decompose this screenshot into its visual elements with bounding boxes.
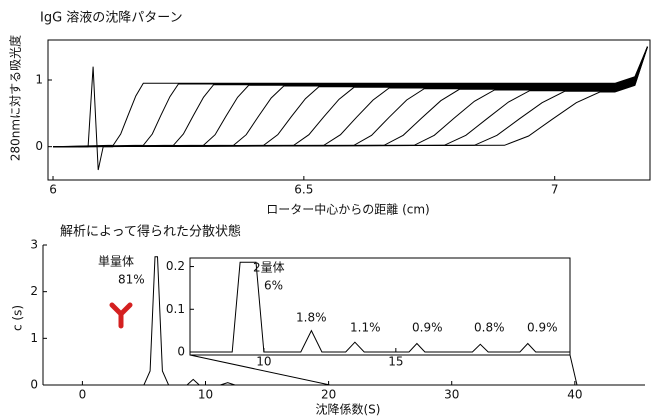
x-tick-label: 40 — [567, 388, 582, 402]
plot-area — [52, 46, 648, 171]
plot-area — [190, 261, 570, 353]
data-line — [52, 46, 648, 148]
data-line — [52, 46, 648, 148]
y-tick-label: 0 — [177, 345, 185, 359]
x-tick-label: 10 — [256, 355, 271, 369]
plot-area — [45, 256, 637, 385]
data-line — [52, 46, 648, 148]
annotation: 0.8% — [474, 321, 505, 335]
x-tick-label: 6 — [49, 183, 57, 197]
chart-title: IgG 溶液の沈降パターン — [40, 11, 183, 26]
data-line — [45, 256, 637, 385]
data-line — [52, 46, 648, 148]
annotation: 81% — [118, 273, 145, 287]
x-tick-label: 0 — [79, 388, 87, 402]
y-tick-label: 0.1 — [166, 302, 185, 316]
data-line — [52, 46, 648, 148]
y-tick-label: 2 — [30, 284, 38, 298]
annotation: 単量体 — [98, 255, 134, 269]
x-tick-label: 30 — [444, 388, 459, 402]
zoom-line — [189, 354, 331, 386]
data-line — [52, 46, 648, 148]
chart-title: 解析によって得られた分散状態 — [60, 224, 241, 240]
annotation: 2量体 — [253, 261, 285, 275]
y-tick-label: 0.2 — [166, 259, 185, 273]
data-line — [190, 261, 570, 353]
data-line — [52, 46, 648, 148]
data-line — [52, 46, 648, 148]
y-tick-label: 0 — [35, 139, 43, 153]
y-tick-label: 1 — [35, 73, 43, 87]
x-tick-label: 10 — [198, 388, 213, 402]
x-tick-label: 7 — [551, 183, 559, 197]
y-axis-label: 280nmに対する吸光度 — [8, 35, 23, 161]
data-line — [52, 46, 648, 148]
data-line — [52, 46, 648, 148]
data-line — [52, 46, 648, 148]
annotation: 6% — [264, 279, 283, 293]
annotation: 1.1% — [350, 321, 381, 335]
y-tick-label: 0 — [30, 378, 38, 392]
x-axis-label: ローター中心からの距離 (cm) — [266, 202, 429, 217]
zoom-line — [569, 354, 578, 386]
annotation: 1.8% — [296, 311, 327, 325]
data-line — [78, 66, 114, 171]
x-tick-label: 6.5 — [294, 183, 313, 197]
plot-frame — [47, 39, 651, 181]
inset-background — [189, 257, 571, 356]
y-tick-label: 1 — [30, 331, 38, 345]
x-tick-label: 20 — [321, 388, 336, 402]
x-tick-label: 15 — [388, 355, 403, 369]
annotation: 0.9% — [527, 321, 558, 335]
y-tick-label: 3 — [30, 238, 38, 252]
y-axis-label: c (s) — [11, 305, 25, 331]
annotation: 0.9% — [412, 321, 443, 335]
data-line — [52, 46, 648, 148]
x-axis-label: 沈降係数(S) — [316, 402, 381, 417]
data-line — [52, 46, 648, 148]
antibody-icon — [109, 302, 133, 329]
data-line — [52, 46, 648, 148]
